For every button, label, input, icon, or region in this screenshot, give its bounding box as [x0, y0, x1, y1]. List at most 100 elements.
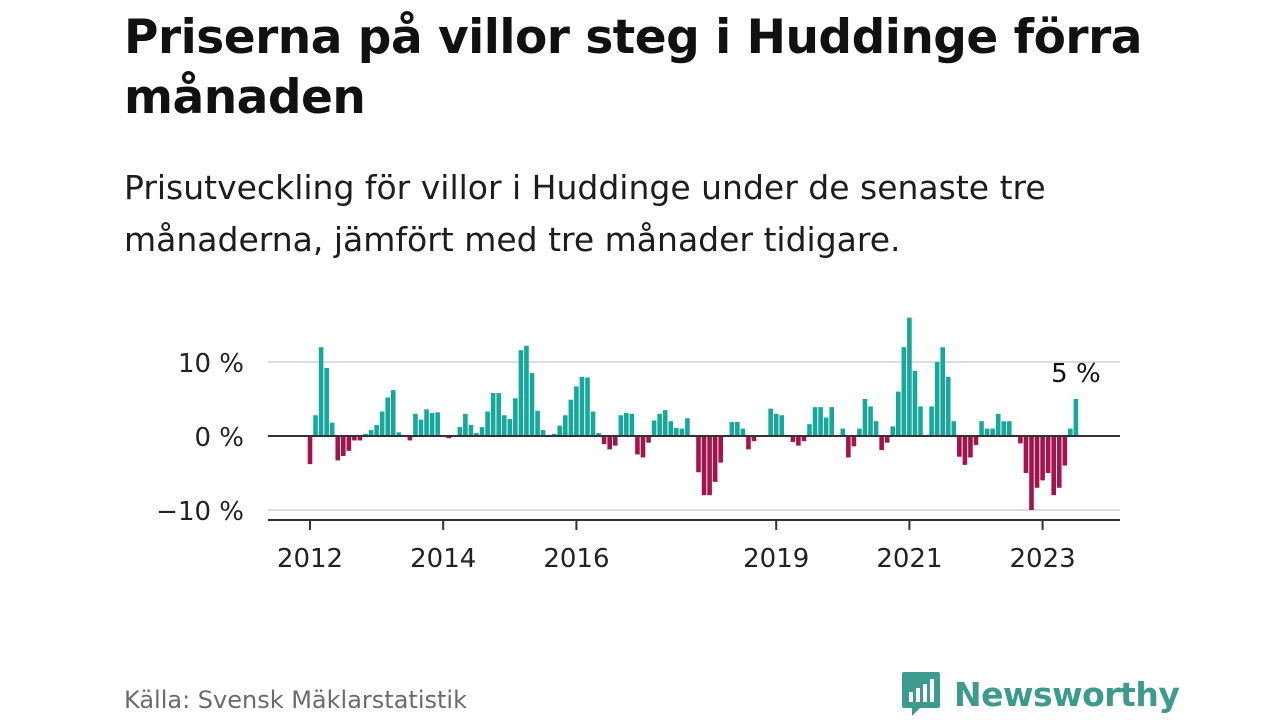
bar-negative — [701, 436, 707, 496]
bar-positive — [1007, 421, 1012, 436]
bar-positive — [374, 424, 379, 436]
bar-negative — [352, 436, 357, 441]
bar-positive — [396, 432, 402, 436]
bar-positive — [1001, 421, 1007, 436]
bar-negative — [751, 436, 757, 442]
bar-negative — [846, 436, 851, 458]
bar-negative — [612, 436, 618, 446]
bar-positive — [368, 430, 374, 436]
bar-negative — [446, 436, 452, 439]
bar-positive — [651, 420, 657, 436]
bar-positive — [596, 433, 601, 436]
bar-negative — [962, 436, 968, 465]
bar-positive — [674, 427, 679, 436]
newsworthy-logo-icon — [902, 672, 940, 716]
bar-positive — [313, 415, 318, 436]
bar-positive — [585, 377, 590, 436]
bar-negative — [801, 436, 807, 442]
bar-positive — [390, 390, 396, 436]
bar-negative — [746, 436, 751, 450]
x-tick-label: 2019 — [743, 544, 809, 574]
bar-positive — [551, 433, 557, 436]
bar-positive — [890, 426, 896, 436]
bar-negative — [1051, 436, 1056, 496]
bar-positive — [540, 430, 546, 436]
x-tick-label: 2021 — [876, 544, 942, 574]
brand-logo: Newsworthy — [900, 670, 1180, 718]
bar-negative — [346, 436, 352, 451]
bar-positive — [929, 406, 934, 436]
bar-positive — [479, 427, 485, 436]
bar-positive — [984, 428, 990, 436]
bar-positive — [490, 393, 496, 436]
bar-negative — [957, 436, 962, 457]
bar-negative — [1040, 436, 1045, 481]
bar-negative — [607, 436, 612, 450]
bar-positive — [951, 421, 957, 436]
brand-name: Newsworthy — [954, 674, 1180, 714]
bar-positive — [463, 413, 468, 436]
y-tick-label: 10 % — [178, 349, 244, 379]
bar-positive — [435, 412, 440, 436]
bar-positive — [1073, 399, 1079, 436]
bar-positive — [535, 410, 540, 436]
bar-positive — [729, 421, 735, 436]
bar-positive — [829, 407, 834, 436]
bar-negative — [879, 436, 884, 451]
bar-negative — [1023, 436, 1029, 473]
bar-negative — [646, 436, 651, 443]
bar-positive — [918, 406, 923, 436]
bar-positive — [668, 421, 674, 436]
bar-positive — [485, 411, 490, 436]
bar-positive — [818, 407, 823, 436]
bar-positive — [945, 376, 951, 436]
bar-positive — [618, 415, 624, 436]
bar-positive — [1068, 428, 1073, 436]
bar-negative — [341, 436, 346, 456]
bar-negative — [851, 436, 857, 447]
bar-positive — [979, 421, 984, 436]
y-tick-label: −10 % — [156, 497, 244, 527]
bar-positive — [529, 373, 535, 436]
bar-positive — [940, 347, 945, 436]
x-tick-label: 2012 — [277, 544, 343, 574]
bar-negative — [1034, 436, 1040, 488]
bar-positive — [740, 428, 746, 436]
bar-negative — [407, 436, 413, 441]
bar-positive — [679, 428, 685, 436]
bar-negative — [357, 436, 363, 441]
bar-negative — [335, 436, 341, 461]
bar-positive — [624, 413, 629, 436]
bar-positive — [807, 424, 812, 436]
bar-positive — [574, 386, 579, 436]
bar-positive — [768, 408, 773, 436]
bar-positive — [823, 417, 829, 436]
bar-negative — [1056, 436, 1062, 488]
bar-positive — [868, 406, 873, 436]
bar-positive — [912, 370, 918, 436]
bar-positive — [513, 398, 518, 436]
bar-negative — [1029, 436, 1034, 510]
bar-positive — [324, 367, 329, 436]
bar-positive — [662, 410, 668, 436]
bar-positive — [329, 422, 335, 436]
bar-positive — [474, 433, 479, 436]
bar-positive — [840, 428, 846, 436]
bar-negative — [973, 436, 979, 445]
bar-positive — [524, 345, 529, 436]
bar-positive — [901, 347, 907, 436]
bar-negative — [1018, 436, 1023, 444]
bar-positive — [557, 425, 563, 436]
bar-positive — [457, 427, 463, 436]
bar-positive — [812, 407, 818, 436]
bar-positive — [379, 411, 385, 436]
bar-positive — [468, 424, 474, 436]
bar-positive — [773, 413, 779, 436]
bar-negative — [640, 436, 646, 458]
x-tick-label: 2014 — [410, 544, 476, 574]
bar-positive — [579, 376, 585, 436]
bar-negative — [796, 436, 801, 446]
bar-positive — [385, 397, 390, 436]
bar-positive — [318, 347, 324, 436]
chart-title: Priserna på villor steg i Huddinge förra… — [124, 10, 1142, 125]
